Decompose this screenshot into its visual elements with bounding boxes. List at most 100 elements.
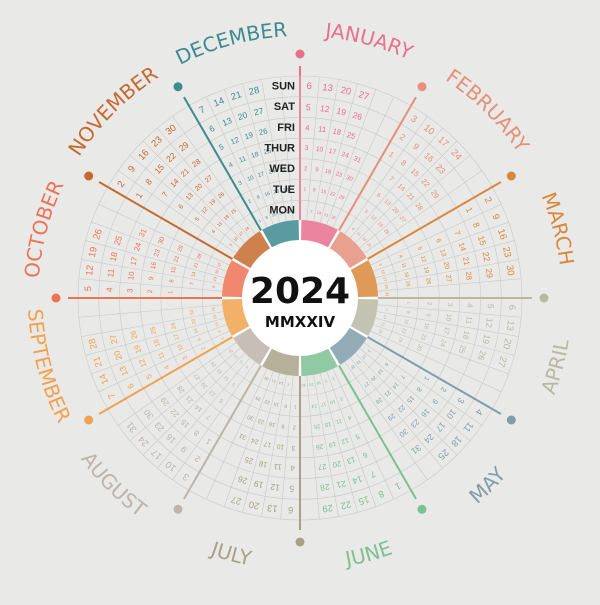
month-dot <box>295 537 305 547</box>
date-number: 10 <box>126 271 136 281</box>
date-number: 6 <box>125 382 136 391</box>
date-number: 14 <box>396 183 406 193</box>
date-number: 10 <box>329 398 336 405</box>
date-number: 12 <box>361 354 368 361</box>
date-number: 7 <box>287 382 290 387</box>
date-number: 19 <box>336 106 348 118</box>
date-number: 29 <box>322 502 334 514</box>
grid-spoke <box>332 367 395 500</box>
date-number: 13 <box>212 276 218 282</box>
date-number: 11 <box>356 230 362 236</box>
date-number: 24 <box>422 432 436 446</box>
date-number: 2 <box>439 385 449 393</box>
grid-spoke <box>372 324 509 375</box>
month-september: 1234567891011121314151617181920212223242… <box>23 297 240 426</box>
date-number: 29 <box>211 307 217 312</box>
date-number: 23 <box>152 420 166 434</box>
date-number: 28 <box>176 384 186 394</box>
date-number: 31 <box>385 292 390 297</box>
date-number: 2 <box>398 131 408 142</box>
date-number: 21 <box>383 389 392 398</box>
date-number: 10 <box>444 407 458 421</box>
date-number: 30 <box>157 236 166 246</box>
date-number: 12 <box>201 207 210 216</box>
date-number: 6 <box>207 123 216 134</box>
grid-spoke <box>369 330 502 393</box>
date-number: 28 <box>190 157 202 169</box>
date-number: 26 <box>351 110 363 122</box>
date-number: 18 <box>324 420 332 427</box>
date-number: 3 <box>182 355 189 361</box>
date-number: 5 <box>354 432 360 440</box>
ring-segment <box>350 260 378 297</box>
date-number: 18 <box>361 236 368 243</box>
date-number: 14 <box>457 241 468 253</box>
grid-spoke <box>358 155 471 249</box>
month-name: SEPTEMBER <box>23 308 76 426</box>
month-january: 1234567891011121314151617181920212223242… <box>295 18 417 232</box>
date-number: 1 <box>464 205 475 214</box>
ring-segment <box>233 327 271 365</box>
grid-spoke <box>369 203 502 266</box>
date-number: 8 <box>216 329 222 334</box>
date-number: 2 <box>247 198 252 205</box>
date-number: 11 <box>335 417 343 425</box>
grid-spoke <box>332 96 395 229</box>
date-number: 14 <box>351 474 363 486</box>
date-number: 26 <box>91 228 105 241</box>
date-number: 19 <box>480 334 492 346</box>
month-name: FEBRUARY <box>442 64 535 157</box>
date-number: 6 <box>434 238 442 244</box>
date-number: 24 <box>250 436 259 445</box>
date-number: 27 <box>108 333 120 345</box>
date-number: 1 <box>422 375 430 382</box>
date-number: 7 <box>399 373 406 379</box>
weekday-labels: SUN SAT FRI THUR WED TUE MON <box>264 80 295 216</box>
month-dot <box>417 82 427 92</box>
date-number: 11 <box>216 221 224 229</box>
date-number: 25 <box>243 455 254 466</box>
date-number: 30 <box>345 175 353 183</box>
date-number: 9 <box>489 212 501 221</box>
date-number: 2 <box>115 179 127 189</box>
grid-arc <box>77 186 109 299</box>
date-number: 5 <box>366 349 372 354</box>
date-number: 21 <box>179 166 191 178</box>
month-dot <box>506 171 516 181</box>
grid-spoke <box>376 304 522 318</box>
date-number: 25 <box>366 242 373 249</box>
date-number: 30 <box>247 413 255 421</box>
grid-spoke <box>98 330 231 393</box>
date-number: 7 <box>369 469 377 480</box>
date-number: 7 <box>160 190 170 199</box>
date-number: 28 <box>87 337 100 350</box>
date-number: 5 <box>486 304 496 309</box>
date-number: 13 <box>322 82 334 94</box>
date-number: 27 <box>317 462 327 472</box>
date-number: 7 <box>384 308 389 311</box>
date-number: 5 <box>217 142 225 152</box>
grid-spoke <box>223 370 274 507</box>
date-number: 22 <box>173 255 181 263</box>
date-number: 4 <box>305 123 310 132</box>
date-number: 5 <box>363 209 369 216</box>
date-number: 27 <box>398 215 407 224</box>
grid-spoke <box>375 311 519 337</box>
date-number: 10 <box>380 269 386 275</box>
date-number: 17 <box>434 420 448 434</box>
date-number: 12 <box>419 255 427 263</box>
grid-spoke <box>362 170 483 255</box>
grid-arc <box>299 75 412 107</box>
date-number: 10 <box>444 313 452 322</box>
date-number: 17 <box>173 333 181 341</box>
date-number: 21 <box>461 256 472 266</box>
date-number: 15 <box>179 417 191 429</box>
date-number: 29 <box>484 268 495 279</box>
date-number: 5 <box>289 484 294 494</box>
date-number: 13 <box>117 365 130 378</box>
ring-segment <box>262 348 299 376</box>
date-number: 2 <box>482 195 494 205</box>
date-number: 11 <box>238 359 244 365</box>
date-number: 20 <box>391 207 400 216</box>
